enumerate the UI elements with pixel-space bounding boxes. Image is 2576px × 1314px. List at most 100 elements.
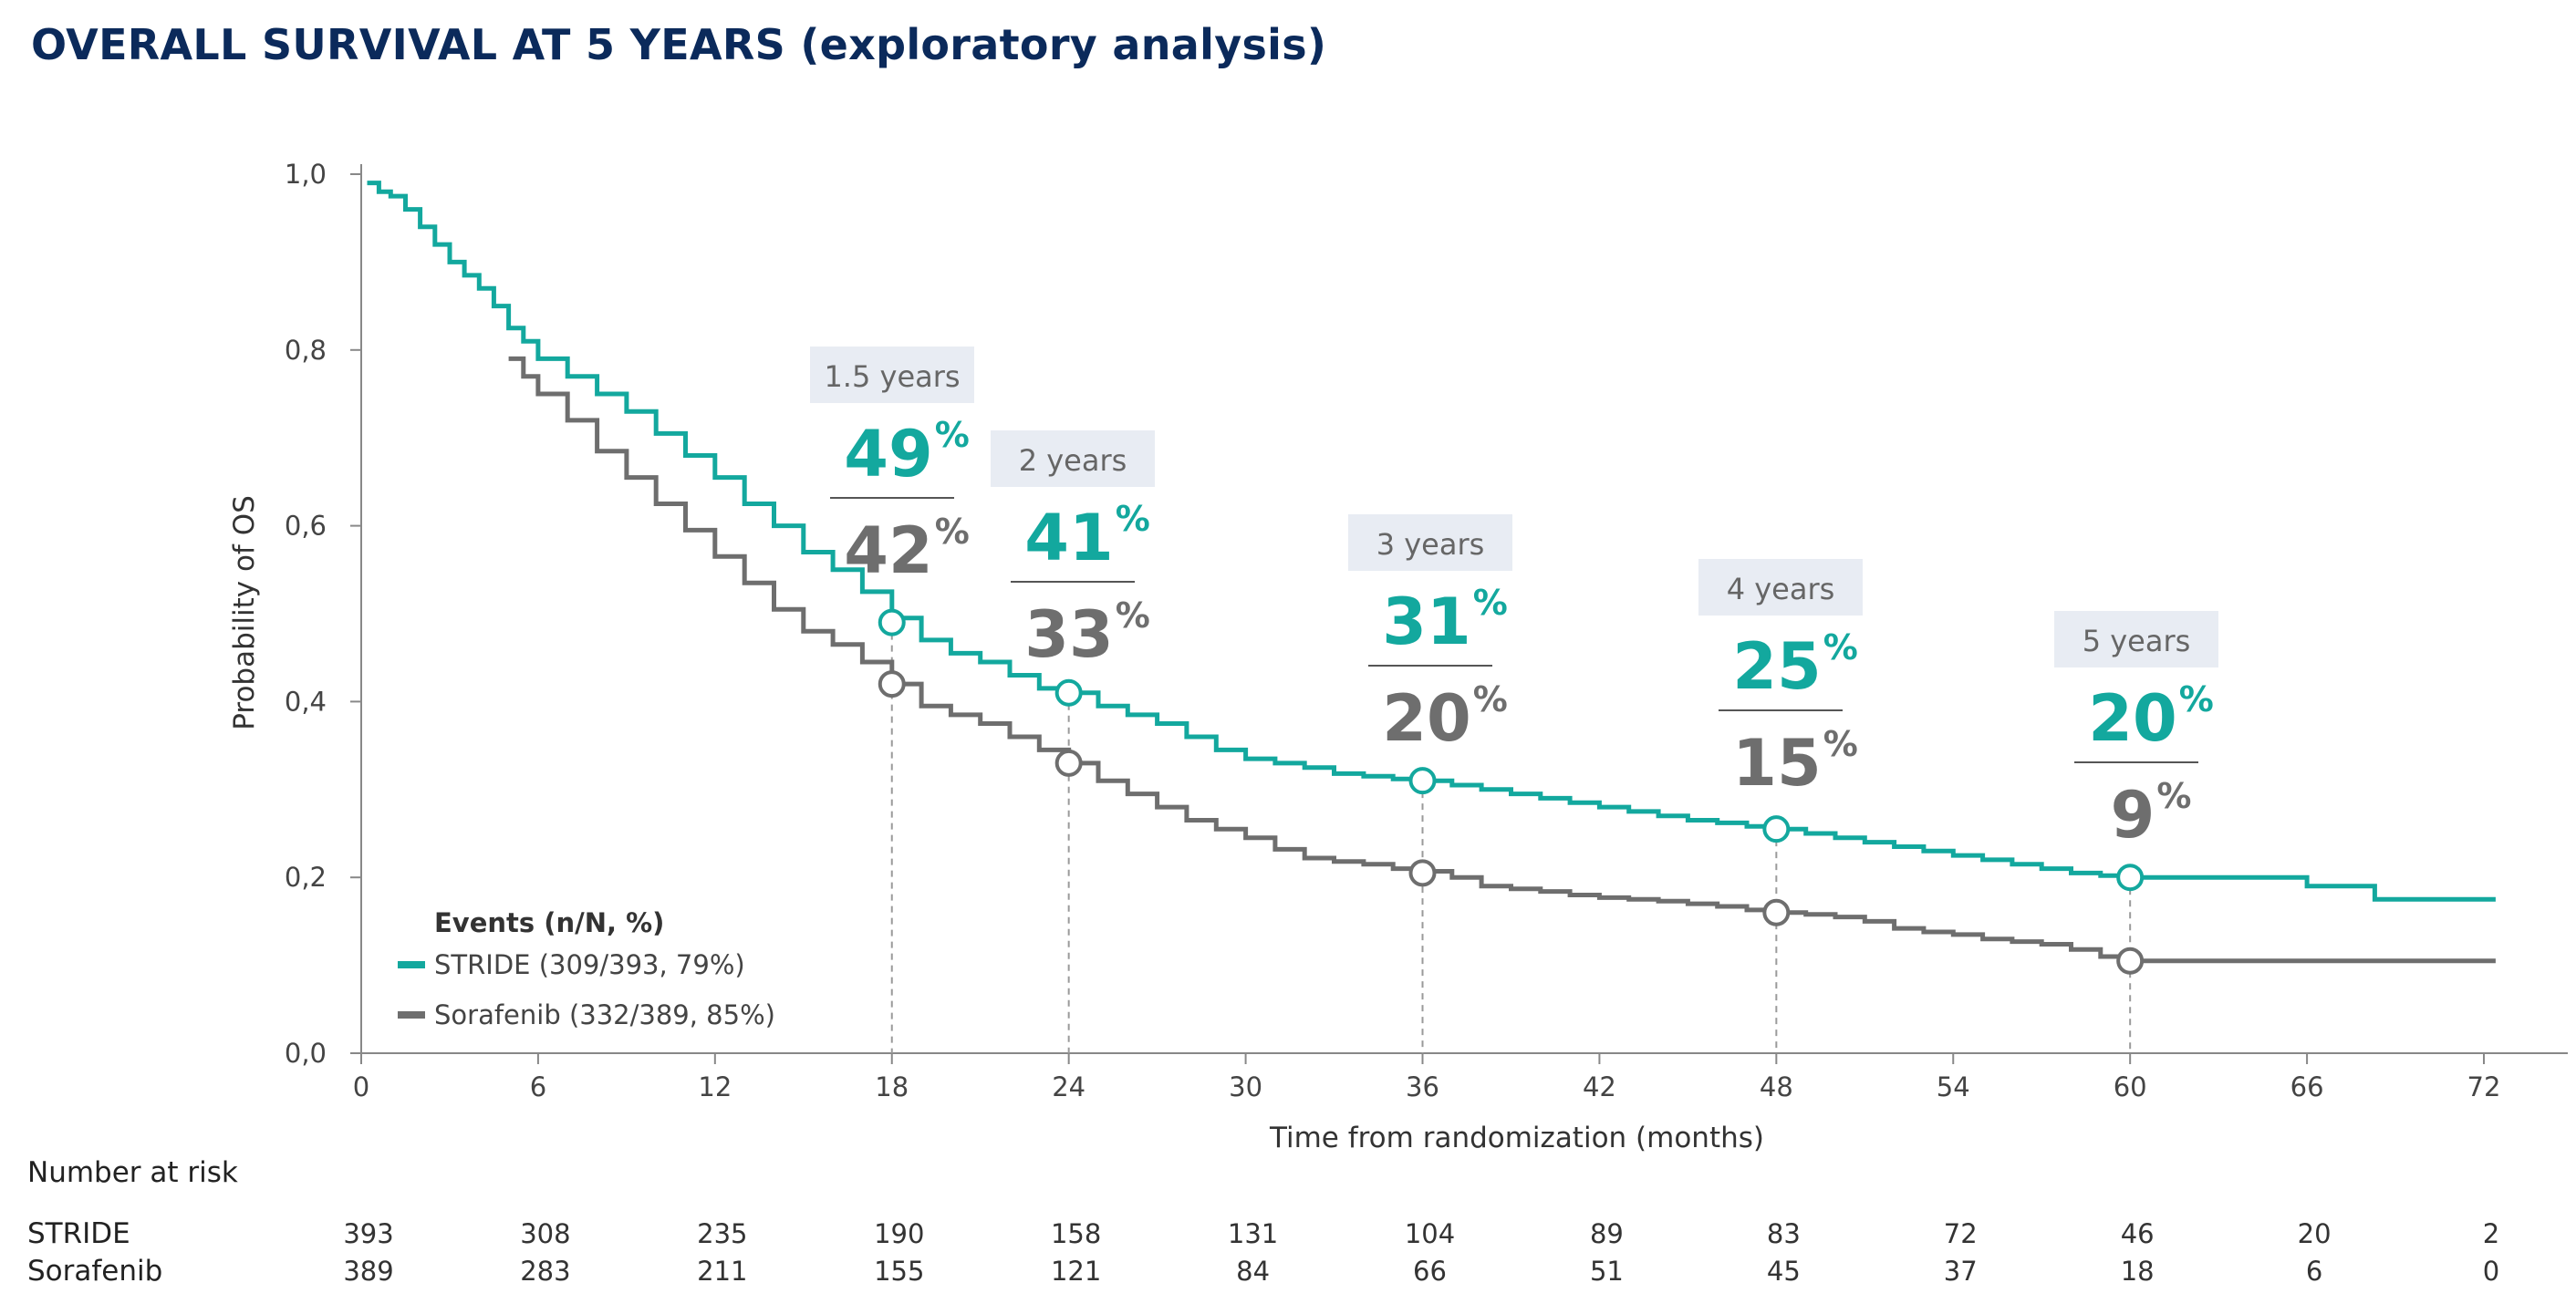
risk-value: 393 — [343, 1218, 393, 1249]
sorafenib-marker — [2116, 947, 2145, 975]
risk-value: 89 — [1590, 1218, 1624, 1249]
timepoint-label: 3 years — [1376, 527, 1485, 562]
risk-value: 121 — [1051, 1256, 1101, 1287]
x-tick-label: 18 — [875, 1071, 909, 1102]
timepoint-label-bg — [1698, 559, 1863, 616]
risk-table-header: Number at risk — [27, 1156, 238, 1189]
stride-percent-sign: % — [1823, 627, 1858, 667]
stride-percent-sign: % — [2179, 679, 2214, 719]
risk-value: 211 — [697, 1256, 747, 1287]
risk-value: 389 — [343, 1256, 393, 1287]
stride-legend-label: STRIDE (309/393, 79%) — [434, 949, 745, 980]
stride-marker — [878, 608, 906, 636]
risk-value: 45 — [1767, 1256, 1801, 1287]
y-tick-label: 0,6 — [285, 511, 327, 542]
stride-percent-sign: % — [1116, 499, 1150, 539]
timepoint-label-bg — [2054, 611, 2218, 667]
sorafenib-percentage: 42 — [844, 513, 932, 588]
y-tick-label: 1,0 — [285, 159, 327, 190]
x-tick-label: 48 — [1760, 1071, 1793, 1102]
stride-percent-sign: % — [935, 415, 970, 455]
sorafenib-percentage: 15 — [1732, 726, 1821, 801]
timepoint-label-bg — [1348, 514, 1512, 571]
y-axis-label: Probability of OS — [228, 495, 261, 730]
risk-value: 18 — [2121, 1256, 2155, 1287]
timepoint-label: 4 years — [1727, 572, 1835, 606]
stride-marker — [1762, 815, 1791, 843]
x-tick-label: 72 — [2467, 1071, 2501, 1102]
stride-marker — [1408, 767, 1437, 795]
sorafenib-marker — [1054, 749, 1083, 777]
sorafenib-legend-label: Sorafenib (332/389, 85%) — [434, 999, 775, 1030]
x-tick-label: 24 — [1052, 1071, 1085, 1102]
chart-title: OVERALL SURVIVAL AT 5 YEARS (exploratory… — [31, 20, 1327, 69]
sorafenib-marker — [878, 670, 906, 698]
risk-value: 37 — [1944, 1256, 1978, 1287]
risk-value: 235 — [697, 1218, 747, 1249]
x-tick-label: 12 — [698, 1071, 732, 1102]
y-tick-label: 0,4 — [285, 686, 327, 717]
stride-percent-sign: % — [1473, 583, 1508, 623]
risk-value: 283 — [520, 1256, 570, 1287]
timepoint-label: 5 years — [2083, 624, 2191, 658]
risk-value: 308 — [520, 1218, 570, 1249]
risk-value: 83 — [1767, 1218, 1801, 1249]
stride-percentage: 25 — [1732, 629, 1821, 704]
sorafenib-curve — [508, 356, 2496, 964]
risk-value: 158 — [1051, 1218, 1101, 1249]
sorafenib-marker — [1762, 898, 1791, 926]
risk-value: 155 — [874, 1256, 924, 1287]
legend-title: Events (n/N, %) — [434, 907, 664, 938]
risk-value: 131 — [1228, 1218, 1278, 1249]
y-tick-label: 0,8 — [285, 335, 327, 366]
stride-marker — [2116, 864, 2145, 892]
risk-value: 6 — [2306, 1256, 2322, 1287]
x-tick-label: 30 — [1229, 1071, 1262, 1102]
timepoint-label: 1.5 years — [824, 359, 960, 394]
risk-value: 84 — [1236, 1256, 1270, 1287]
x-tick-label: 42 — [1583, 1071, 1616, 1102]
risk-value: 66 — [1413, 1256, 1447, 1287]
sorafenib-marker — [1408, 859, 1437, 887]
risk-row-label: STRIDE — [27, 1217, 130, 1250]
y-tick-label: 0,2 — [285, 862, 327, 893]
x-tick-label: 66 — [2290, 1071, 2324, 1102]
x-axis-label: Time from randomization (months) — [1269, 1122, 1764, 1154]
risk-value: 2 — [2483, 1218, 2499, 1249]
survival-curves — [367, 181, 2496, 964]
x-tick-label: 54 — [1937, 1071, 1970, 1102]
timepoint-label-bg — [810, 347, 974, 403]
stride-percentage: 20 — [2088, 681, 2176, 756]
x-tick-label: 0 — [353, 1071, 369, 1102]
sorafenib-percent-sign: % — [2156, 776, 2191, 816]
risk-value: 20 — [2298, 1218, 2332, 1249]
timepoint-label-bg — [991, 430, 1155, 487]
legend: Events (n/N, %) STRIDE (309/393, 79%) Sora… — [398, 907, 775, 1030]
stride-percentage: 31 — [1382, 585, 1470, 659]
sorafenib-percent-sign: % — [1473, 679, 1508, 719]
annotation-markers — [878, 608, 2145, 975]
stride-percentage: 49 — [844, 417, 932, 491]
risk-value: 0 — [2483, 1256, 2499, 1287]
risk-value: 51 — [1590, 1256, 1624, 1287]
stride-percentage: 41 — [1024, 501, 1113, 575]
sorafenib-percent-sign: % — [1116, 595, 1150, 636]
sorafenib-percent-sign: % — [1823, 724, 1858, 764]
x-tick-label: 6 — [530, 1071, 546, 1102]
sorafenib-percent-sign: % — [935, 512, 970, 552]
sorafenib-percentage: 9 — [2111, 778, 2155, 853]
x-tick-label: 36 — [1406, 1071, 1439, 1102]
x-tick-label: 60 — [2114, 1071, 2147, 1102]
y-tick-label: 0,0 — [285, 1038, 327, 1069]
risk-value: 104 — [1405, 1218, 1455, 1249]
stride-curve — [367, 181, 2496, 902]
sorafenib-percentage: 33 — [1024, 597, 1113, 672]
chart-axes: 0 6 12 18 24 30 36 42 48 54 60 66 72 0,0 0,2 0,4 0,6 0,8 1… — [228, 159, 2568, 1154]
risk-row-label: Sorafenib — [27, 1255, 162, 1288]
risk-value: 72 — [1944, 1218, 1978, 1249]
sorafenib-percentage: 20 — [1382, 681, 1470, 756]
risk-value: 190 — [874, 1218, 924, 1249]
timepoint-label: 2 years — [1019, 443, 1127, 478]
